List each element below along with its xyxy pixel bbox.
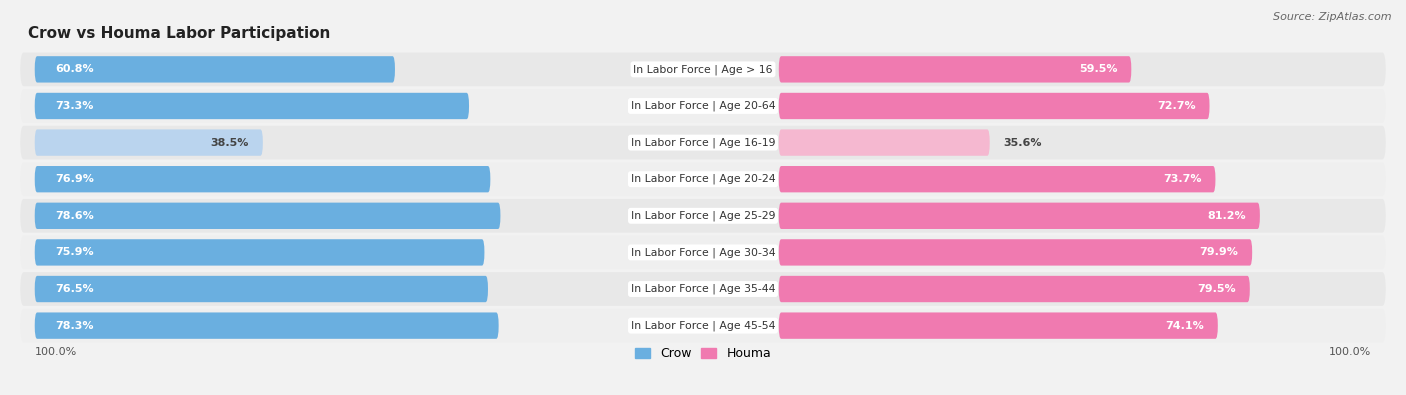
FancyBboxPatch shape — [35, 312, 499, 339]
Text: 100.0%: 100.0% — [35, 347, 77, 357]
FancyBboxPatch shape — [35, 93, 470, 119]
FancyBboxPatch shape — [779, 166, 1215, 192]
FancyBboxPatch shape — [35, 166, 491, 192]
FancyBboxPatch shape — [20, 89, 1386, 123]
Text: In Labor Force | Age 35-44: In Labor Force | Age 35-44 — [631, 284, 775, 294]
Text: 76.9%: 76.9% — [55, 174, 94, 184]
Text: 72.7%: 72.7% — [1157, 101, 1195, 111]
Text: In Labor Force | Age > 16: In Labor Force | Age > 16 — [633, 64, 773, 75]
FancyBboxPatch shape — [779, 239, 1253, 265]
FancyBboxPatch shape — [20, 309, 1386, 342]
Text: 35.6%: 35.6% — [1004, 137, 1042, 148]
FancyBboxPatch shape — [20, 235, 1386, 269]
Text: In Labor Force | Age 16-19: In Labor Force | Age 16-19 — [631, 137, 775, 148]
Text: 79.5%: 79.5% — [1198, 284, 1236, 294]
FancyBboxPatch shape — [779, 130, 990, 156]
Text: 76.5%: 76.5% — [55, 284, 94, 294]
Legend: Crow, Houma: Crow, Houma — [630, 342, 776, 365]
Text: 100.0%: 100.0% — [1329, 347, 1371, 357]
Text: Crow vs Houma Labor Participation: Crow vs Houma Labor Participation — [28, 26, 330, 41]
Text: 79.9%: 79.9% — [1199, 247, 1239, 258]
Text: 73.3%: 73.3% — [55, 101, 94, 111]
FancyBboxPatch shape — [20, 162, 1386, 196]
Text: In Labor Force | Age 30-34: In Labor Force | Age 30-34 — [631, 247, 775, 258]
Text: In Labor Force | Age 20-64: In Labor Force | Age 20-64 — [631, 101, 775, 111]
Text: 73.7%: 73.7% — [1163, 174, 1202, 184]
Text: 59.5%: 59.5% — [1078, 64, 1118, 74]
Text: 81.2%: 81.2% — [1208, 211, 1246, 221]
Text: 75.9%: 75.9% — [55, 247, 94, 258]
FancyBboxPatch shape — [779, 203, 1260, 229]
Text: In Labor Force | Age 45-54: In Labor Force | Age 45-54 — [631, 320, 775, 331]
FancyBboxPatch shape — [20, 272, 1386, 306]
FancyBboxPatch shape — [779, 312, 1218, 339]
FancyBboxPatch shape — [20, 199, 1386, 233]
FancyBboxPatch shape — [35, 130, 263, 156]
FancyBboxPatch shape — [20, 53, 1386, 86]
Text: 78.6%: 78.6% — [55, 211, 94, 221]
FancyBboxPatch shape — [779, 276, 1250, 302]
FancyBboxPatch shape — [35, 276, 488, 302]
FancyBboxPatch shape — [35, 56, 395, 83]
Text: 60.8%: 60.8% — [55, 64, 94, 74]
FancyBboxPatch shape — [20, 126, 1386, 160]
FancyBboxPatch shape — [35, 239, 485, 265]
Text: Source: ZipAtlas.com: Source: ZipAtlas.com — [1274, 12, 1392, 22]
Text: 74.1%: 74.1% — [1166, 321, 1204, 331]
Text: In Labor Force | Age 25-29: In Labor Force | Age 25-29 — [631, 211, 775, 221]
Text: 38.5%: 38.5% — [211, 137, 249, 148]
Text: In Labor Force | Age 20-24: In Labor Force | Age 20-24 — [631, 174, 775, 184]
FancyBboxPatch shape — [35, 203, 501, 229]
FancyBboxPatch shape — [779, 56, 1132, 83]
FancyBboxPatch shape — [779, 93, 1209, 119]
Text: 78.3%: 78.3% — [55, 321, 94, 331]
